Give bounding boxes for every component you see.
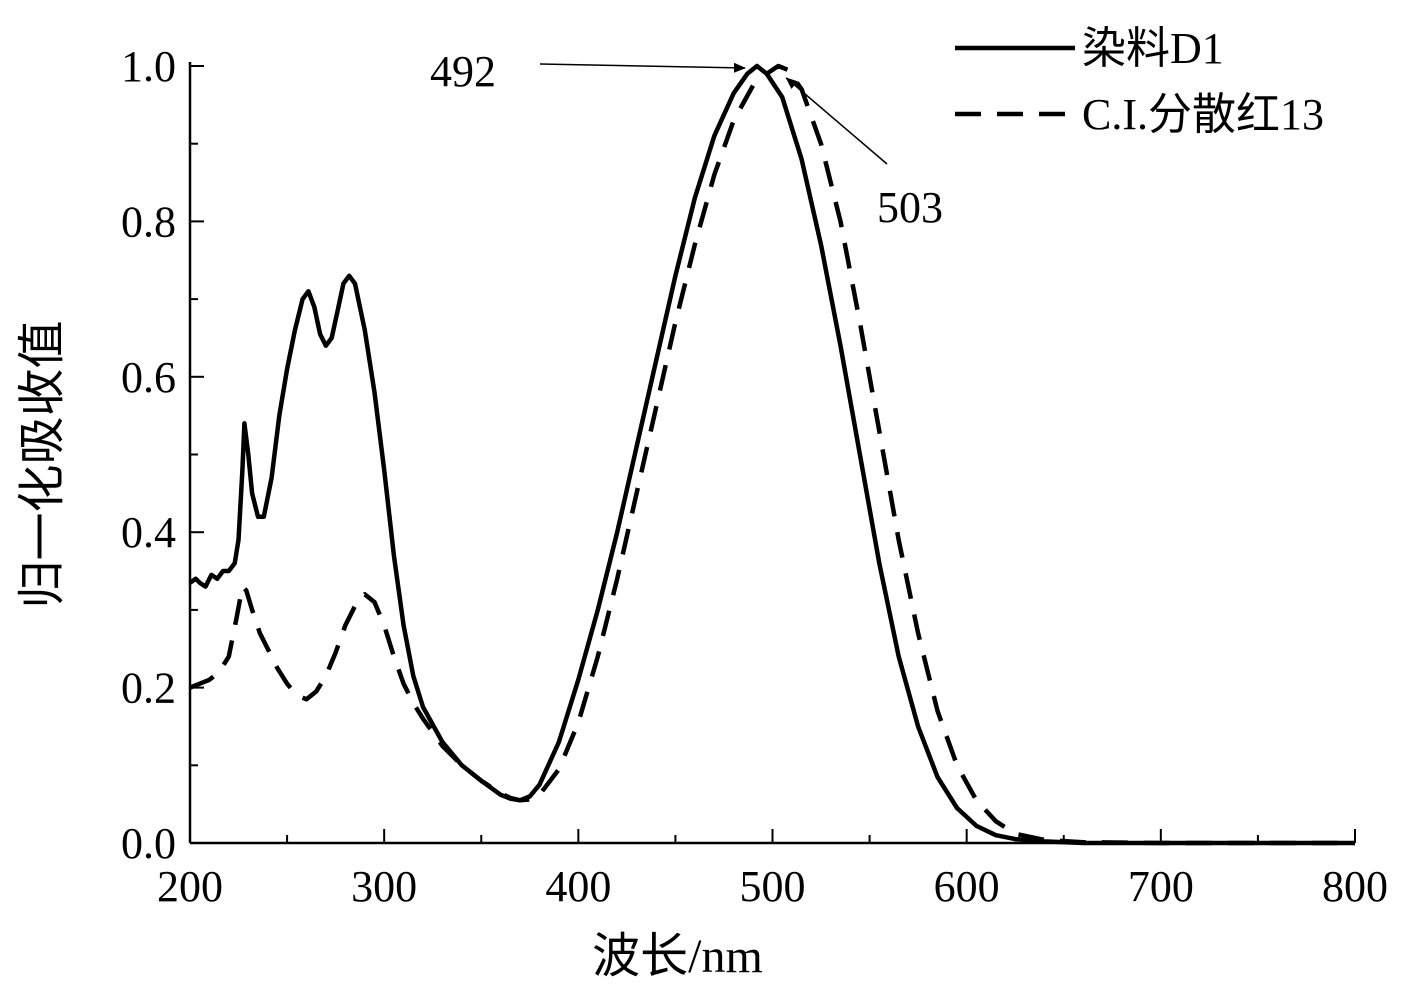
- y-tick-label: 0.6: [121, 353, 176, 402]
- legend-label-2: C.I.分散红13: [1082, 90, 1324, 139]
- x-axis-ticks: 200 300 400 500 600 700 800: [157, 829, 1388, 911]
- y-tick-label: 1.0: [121, 42, 176, 91]
- y-tick-label: 0.2: [121, 664, 176, 713]
- y-tick-label: 0.4: [121, 508, 176, 557]
- peak-annotations: 492 503: [430, 47, 943, 232]
- legend: 染料D1 C.I.分散红13: [955, 24, 1324, 139]
- x-tick-label: 200: [157, 862, 223, 911]
- peak-label-solid: 492: [430, 47, 496, 96]
- legend-label-1: 染料D1: [1082, 24, 1224, 73]
- x-tick-label: 600: [934, 862, 1000, 911]
- x-tick-label: 300: [351, 862, 417, 911]
- plot-series: [188, 63, 1355, 846]
- y-axis-title: 归一化吸收值: [16, 320, 69, 608]
- x-tick-label: 500: [740, 862, 806, 911]
- peak-arrow-dashed: [785, 77, 888, 165]
- series-line-2: [189, 63, 1355, 846]
- y-tick-label: 0.0: [121, 819, 176, 868]
- x-tick-label: 700: [1128, 862, 1194, 911]
- peak-label-dashed: 503: [877, 183, 943, 232]
- peak-arrow-solid: [539, 62, 746, 73]
- y-tick-label: 0.8: [121, 197, 176, 246]
- x-axis-title: 波长/nm: [592, 930, 763, 983]
- x-tick-label: 400: [545, 862, 611, 911]
- x-tick-label: 800: [1322, 862, 1388, 911]
- y-axis-ticks: 0.0 0.2 0.4 0.6 0.8 1.0: [121, 42, 204, 868]
- series-line-1: [188, 63, 1355, 846]
